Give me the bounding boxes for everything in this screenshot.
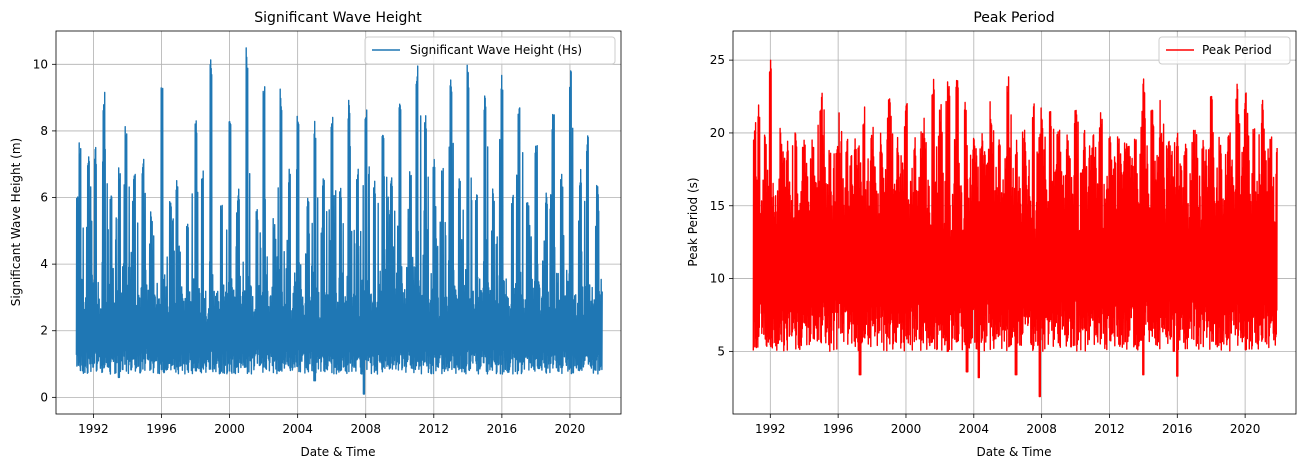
y-axis-label: Significant Wave Height (m): [9, 138, 23, 306]
y-tick-label: 2: [40, 324, 48, 338]
y-tick-label: 8: [40, 124, 48, 138]
legend-box: [364, 36, 616, 65]
x-tick-label: 2000: [214, 422, 245, 436]
legend-label: Significant Wave Height (Hs): [410, 43, 582, 57]
legend-box: [1158, 36, 1291, 65]
y-tick-label: 15: [710, 199, 725, 213]
axes-frame: [55, 30, 622, 415]
x-tick-label: 1996: [146, 422, 177, 436]
x-tick-label: 2000: [891, 422, 922, 436]
legend: Peak Period: [1158, 36, 1291, 65]
x-tick-label: 1992: [78, 422, 109, 436]
x-tick-label: 2012: [1094, 422, 1125, 436]
y-tick-label: 6: [40, 191, 48, 205]
legend: Significant Wave Height (Hs): [364, 36, 616, 65]
x-tick-label: 1992: [755, 422, 786, 436]
chart-significant-wave-height: Significant Wave Height 1992 1996 2000 2004…: [9, 10, 622, 459]
y-ticks: 5 10 15 20 25: [710, 53, 733, 358]
x-tick-label: 2020: [1230, 422, 1261, 436]
x-ticks: 1992 1996 2000 2004 2008 2012 2016 2020: [755, 414, 1260, 436]
axes-frame: [732, 30, 1297, 415]
y-tick-label: 0: [40, 390, 48, 404]
series-line: [752, 59, 1278, 398]
y-tick-label: 10: [710, 272, 725, 286]
x-tick-label: 2008: [1026, 422, 1057, 436]
y-tick-label: 25: [710, 53, 725, 67]
series-layer: [752, 59, 1278, 398]
x-tick-label: 2016: [487, 422, 518, 436]
x-tick-label: 2004: [282, 422, 313, 436]
x-tick-label: 2016: [1162, 422, 1193, 436]
x-tick-label: 2012: [419, 422, 450, 436]
chart-title: Peak Period: [973, 10, 1054, 26]
series-layer: [75, 47, 603, 395]
x-tick-label: 2020: [555, 422, 586, 436]
y-axis-label: Peak Period (s): [686, 177, 700, 266]
x-axis-label: Date & Time: [300, 445, 375, 459]
y-tick-label: 4: [40, 257, 48, 271]
chart-title: Significant Wave Height: [254, 10, 422, 26]
x-tick-label: 2004: [959, 422, 990, 436]
x-tick-label: 2008: [350, 422, 381, 436]
y-tick-label: 20: [710, 126, 725, 140]
x-axis-label: Date & Time: [976, 445, 1051, 459]
series-line: [75, 47, 603, 395]
chart-peak-period: Peak Period 1992 1996 2000 2004 2008 2012 2016…: [686, 10, 1297, 459]
y-tick-label: 5: [717, 344, 725, 358]
y-tick-label: 10: [33, 57, 48, 71]
x-ticks: 1992 1996 2000 2004 2008 2012 2016 2020: [78, 414, 585, 436]
y-ticks: 0 2 4 6 8 10: [33, 57, 56, 404]
legend-label: Peak Period: [1202, 43, 1272, 57]
x-tick-label: 1996: [823, 422, 854, 436]
